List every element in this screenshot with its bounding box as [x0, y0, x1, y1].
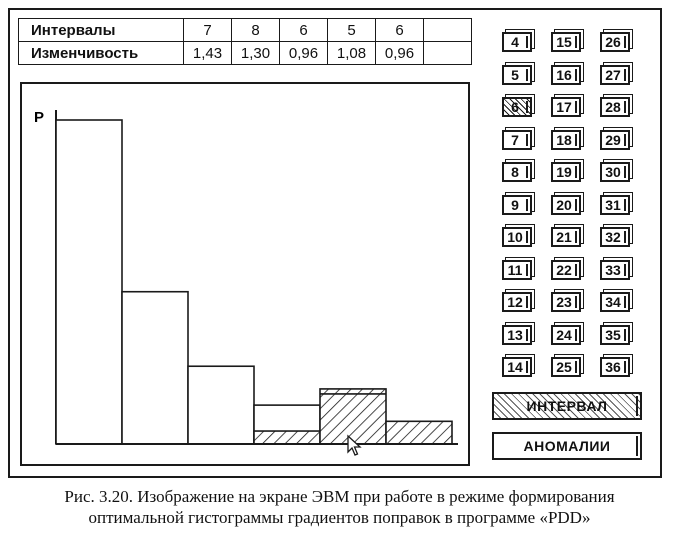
caption-line-1: Рис. 3.20. Изображение на экране ЭВМ при… — [64, 487, 615, 506]
number-button-9[interactable]: 9 — [502, 194, 532, 215]
number-button-36[interactable]: 36 — [600, 357, 630, 377]
number-button-13[interactable]: 13 — [502, 324, 532, 345]
anomalies-button[interactable]: АНОМАЛИИ — [492, 432, 642, 460]
number-button-24[interactable]: 24 — [551, 324, 581, 345]
number-button-16[interactable]: 16 — [551, 64, 581, 85]
variability-value: 1,08 — [327, 41, 376, 65]
interval-value: 6 — [279, 18, 328, 42]
number-button-21[interactable]: 21 — [551, 227, 581, 247]
number-button-7[interactable]: 7 — [502, 129, 532, 150]
intervals-row: Интервалы 7 8 6 5 6 — [18, 18, 472, 42]
number-button-8[interactable]: 8 — [502, 162, 532, 182]
number-button-20[interactable]: 20 — [551, 194, 581, 215]
histogram-bar-hatched — [385, 420, 453, 445]
number-button-29[interactable]: 29 — [600, 129, 630, 150]
number-button-5[interactable]: 5 — [502, 64, 532, 85]
empty-cell — [423, 41, 472, 65]
intervals-label: Интервалы — [18, 18, 184, 42]
figure-caption: Рис. 3.20. Изображение на экране ЭВМ при… — [0, 486, 679, 528]
histogram-bar — [55, 119, 123, 445]
interval-value: 5 — [327, 18, 376, 42]
y-axis-label: P — [34, 109, 44, 126]
histogram-bar-hatched — [319, 388, 387, 445]
interval-value: 6 — [375, 18, 424, 42]
interval-button[interactable]: ИНТЕРВАЛ — [492, 392, 642, 420]
number-button-11[interactable]: 11 — [502, 259, 532, 280]
number-button-22[interactable]: 22 — [551, 259, 581, 280]
histogram-bar — [121, 290, 189, 445]
interval-value: 7 — [183, 18, 232, 42]
number-button-30[interactable]: 30 — [600, 162, 630, 182]
stats-table: Интервалы 7 8 6 5 6 Изменчивость 1,43 1,… — [18, 18, 472, 65]
number-button-12[interactable]: 12 — [502, 292, 532, 312]
number-button-27[interactable]: 27 — [600, 64, 630, 85]
variability-label: Изменчивость — [18, 41, 184, 65]
number-button-6[interactable]: 6 — [502, 97, 532, 117]
variability-row: Изменчивость 1,43 1,30 0,96 1,08 0,96 — [18, 41, 472, 65]
number-button-19[interactable]: 19 — [551, 162, 581, 182]
number-button-25[interactable]: 25 — [551, 357, 581, 377]
variability-value: 0,96 — [375, 41, 424, 65]
histogram-bar — [187, 365, 255, 445]
anomalies-button-label: АНОМАЛИИ — [523, 438, 611, 454]
caption-line-2: оптимальной гистограммы градиентов попра… — [88, 508, 591, 527]
number-button-26[interactable]: 26 — [600, 32, 630, 52]
variability-value: 1,30 — [231, 41, 280, 65]
histogram-panel: P — [20, 82, 470, 466]
variability-value: 0,96 — [279, 41, 328, 65]
mouse-cursor-icon — [347, 434, 362, 456]
number-button-34[interactable]: 34 — [600, 292, 630, 312]
interval-button-label: ИНТЕРВАЛ — [526, 398, 608, 414]
number-button-15[interactable]: 15 — [551, 32, 581, 52]
variability-value: 1,43 — [183, 41, 232, 65]
number-button-33[interactable]: 33 — [600, 259, 630, 280]
number-button-17[interactable]: 17 — [551, 97, 581, 117]
number-button-23[interactable]: 23 — [551, 292, 581, 312]
number-button-32[interactable]: 32 — [600, 227, 630, 247]
number-button-14[interactable]: 14 — [502, 357, 532, 377]
number-button-18[interactable]: 18 — [551, 129, 581, 150]
histogram-chart: P — [34, 109, 458, 456]
histogram-bar-hatched — [253, 430, 321, 445]
number-button-28[interactable]: 28 — [600, 97, 630, 117]
number-button-4[interactable]: 4 — [502, 32, 532, 52]
number-button-35[interactable]: 35 — [600, 324, 630, 345]
empty-cell — [423, 18, 472, 42]
number-button-10[interactable]: 10 — [502, 227, 532, 247]
number-button-31[interactable]: 31 — [600, 194, 630, 215]
interval-value: 8 — [231, 18, 280, 42]
